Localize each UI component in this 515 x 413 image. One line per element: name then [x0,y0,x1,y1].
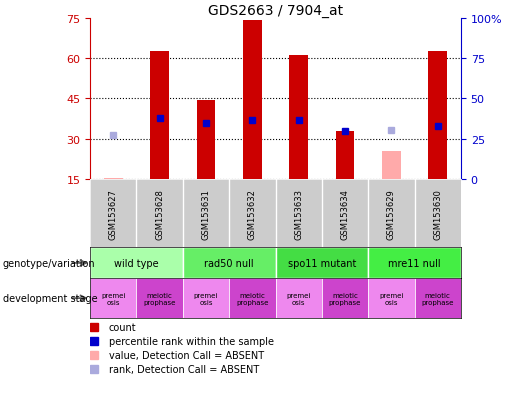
Text: value, Detection Call = ABSENT: value, Detection Call = ABSENT [109,350,264,360]
Text: mre11 null: mre11 null [388,258,441,268]
Bar [229,279,276,318]
Bar [136,279,183,318]
Bar [276,279,322,318]
Text: premei
osis: premei osis [101,292,126,305]
Text: rank, Detection Call = ABSENT: rank, Detection Call = ABSENT [109,364,259,374]
Bar [322,279,368,318]
Bar [90,248,183,279]
Text: meiotic
prophase: meiotic prophase [144,292,176,305]
Bar [276,248,368,279]
Bar [289,56,308,180]
Text: spo11 mutant: spo11 mutant [288,258,356,268]
Text: meiotic
prophase: meiotic prophase [236,292,268,305]
Text: GSM153630: GSM153630 [433,188,442,239]
Title: GDS2663 / 7904_at: GDS2663 / 7904_at [208,4,343,18]
Bar [183,248,276,279]
Bar [428,52,447,180]
Bar [415,279,461,318]
Text: wild type: wild type [114,258,159,268]
Text: GSM153633: GSM153633 [294,188,303,239]
Bar [183,279,229,318]
Text: premei
osis: premei osis [194,292,218,305]
Text: meiotic
prophase: meiotic prophase [329,292,361,305]
Bar [368,279,415,318]
Text: GSM153631: GSM153631 [201,188,211,239]
Text: GSM153629: GSM153629 [387,188,396,239]
Bar [243,21,262,180]
Bar [382,152,401,180]
Text: premei
osis: premei osis [379,292,404,305]
Bar [336,131,354,180]
Text: GSM153627: GSM153627 [109,188,118,239]
Bar [197,100,215,180]
Text: count: count [109,322,136,332]
Text: GSM153632: GSM153632 [248,188,257,239]
Text: development stage: development stage [3,293,97,304]
Text: genotype/variation: genotype/variation [3,258,95,268]
Bar [104,178,123,180]
Bar [368,248,461,279]
Text: rad50 null: rad50 null [204,258,254,268]
Text: GSM153628: GSM153628 [155,188,164,239]
Bar [90,279,136,318]
Text: premei
osis: premei osis [286,292,311,305]
Text: GSM153634: GSM153634 [340,188,350,239]
Bar [150,52,169,180]
Text: percentile rank within the sample: percentile rank within the sample [109,336,273,346]
Text: meiotic
prophase: meiotic prophase [422,292,454,305]
